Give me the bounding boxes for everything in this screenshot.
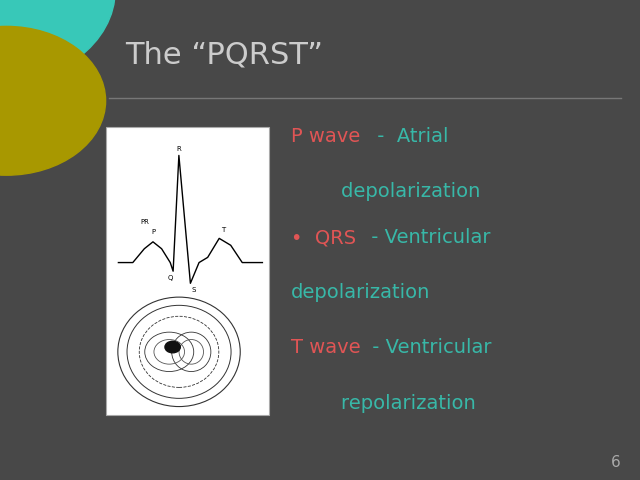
Text: depolarization: depolarization — [291, 283, 431, 302]
Text: - Ventricular: - Ventricular — [365, 228, 490, 247]
Circle shape — [165, 341, 180, 353]
Text: •  QRS: • QRS — [291, 228, 356, 247]
Circle shape — [0, 0, 115, 86]
Text: repolarization: repolarization — [291, 394, 476, 413]
Text: P wave: P wave — [291, 127, 360, 146]
Text: The “PQRST”: The “PQRST” — [125, 41, 323, 70]
FancyBboxPatch shape — [106, 127, 269, 415]
Text: R: R — [177, 146, 181, 152]
Text: P: P — [151, 229, 155, 235]
Text: - Ventricular: - Ventricular — [366, 338, 492, 358]
Text: depolarization: depolarization — [291, 182, 481, 202]
Text: T: T — [221, 227, 226, 233]
Text: S: S — [192, 287, 196, 293]
Text: 6: 6 — [611, 456, 621, 470]
Text: PR: PR — [140, 218, 148, 225]
Circle shape — [0, 26, 106, 175]
Text: -  Atrial: - Atrial — [371, 127, 449, 146]
Text: T wave: T wave — [291, 338, 361, 358]
Text: Q: Q — [168, 275, 173, 281]
